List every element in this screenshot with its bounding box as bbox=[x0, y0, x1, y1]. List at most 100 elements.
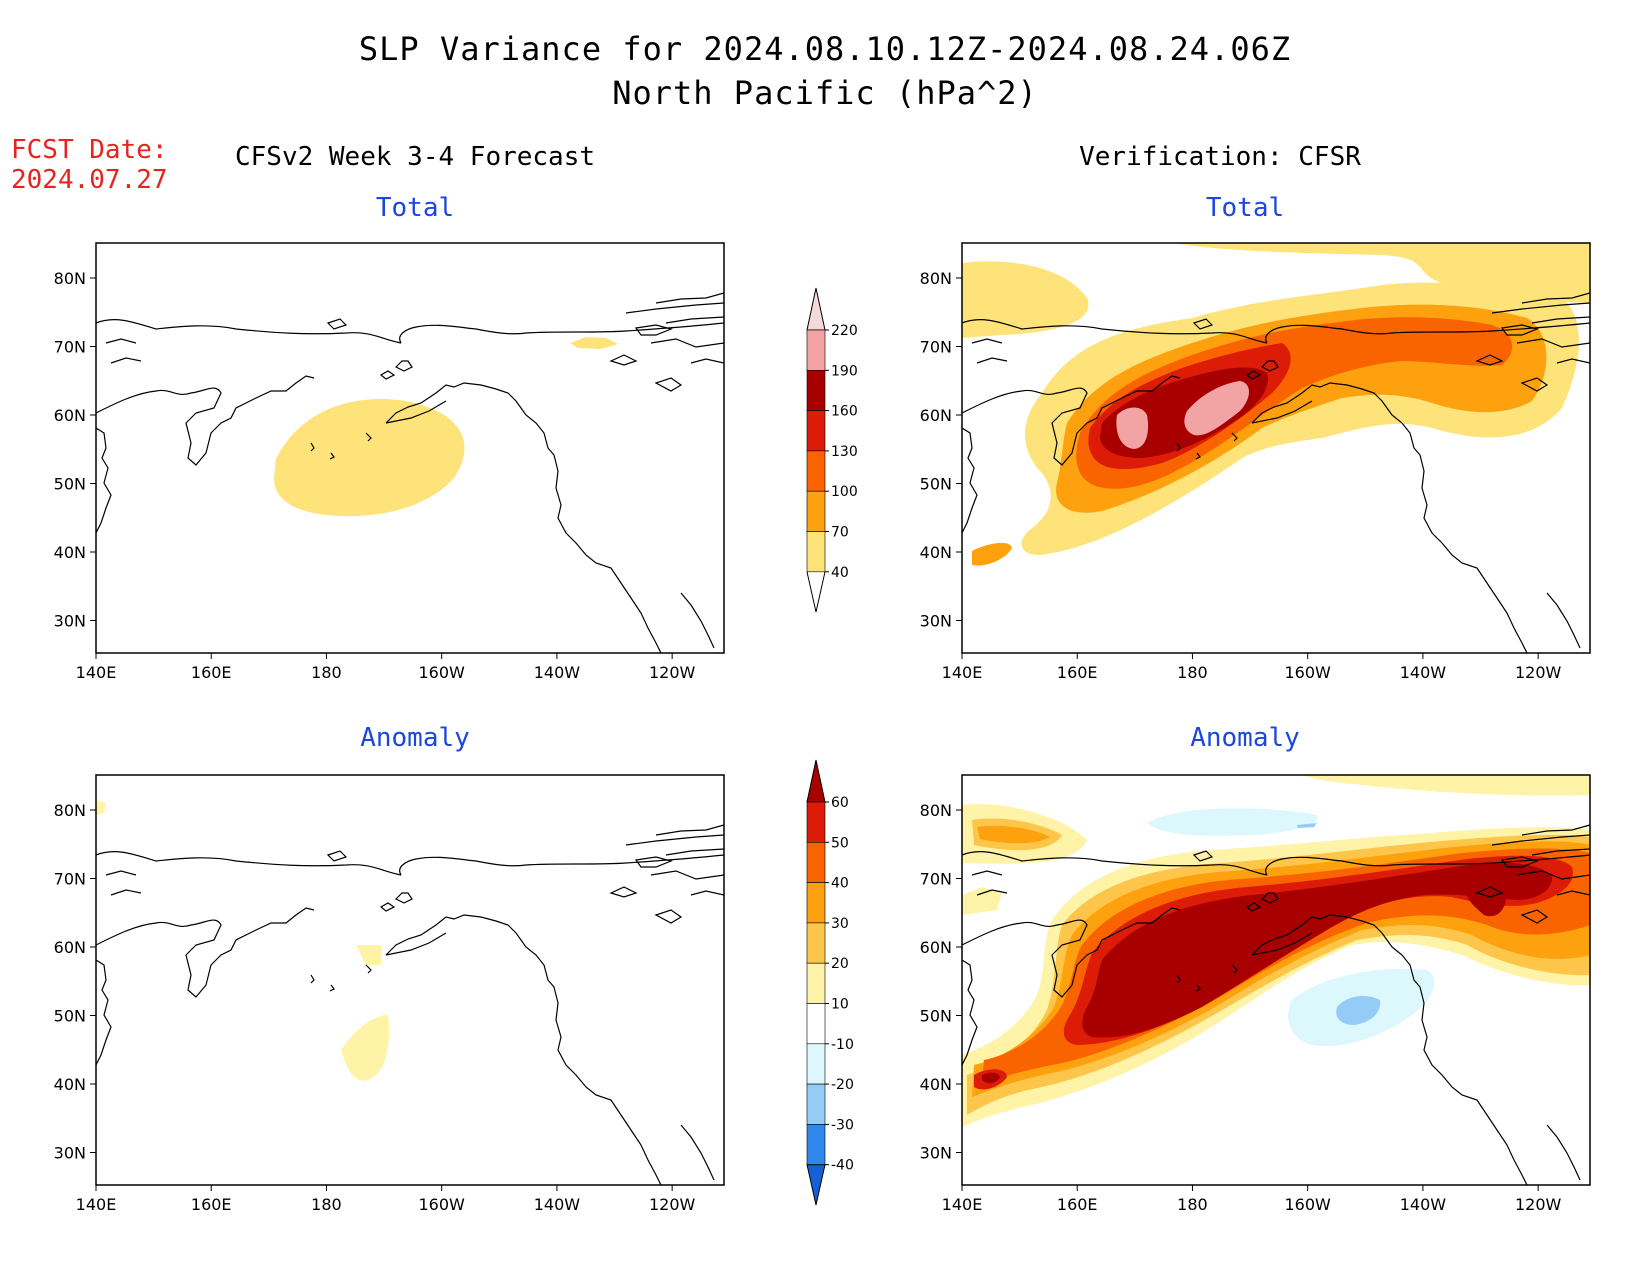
lat-tick-label: 70N bbox=[920, 870, 952, 889]
coastline-segment bbox=[625, 302, 724, 314]
lon-tick-label: 140E bbox=[76, 1195, 117, 1214]
lon-tick-label: 160E bbox=[1057, 663, 1098, 682]
coastline-segment bbox=[326, 318, 348, 330]
coastline-segment bbox=[962, 375, 1181, 466]
coastline-segment bbox=[971, 338, 1003, 344]
colorbar-label: -30 bbox=[831, 1117, 854, 1133]
coastline-segment bbox=[1491, 302, 1590, 314]
map-frame bbox=[961, 242, 1591, 654]
lat-tick-label: 50N bbox=[920, 1007, 952, 1026]
lon-tick-label: 120W bbox=[649, 663, 696, 682]
lat-tick-label: 50N bbox=[54, 1007, 86, 1026]
coastline-segment bbox=[680, 1124, 715, 1181]
shading-light-blue bbox=[1147, 808, 1318, 836]
coastline-segment bbox=[1192, 318, 1214, 330]
coastline-segment bbox=[110, 889, 142, 896]
coastline-segment bbox=[609, 354, 638, 366]
coastline-segment bbox=[1475, 886, 1504, 898]
coastline-segment bbox=[1176, 974, 1181, 984]
colorbar-label: 50 bbox=[831, 835, 849, 851]
coastline-segment bbox=[1260, 360, 1279, 372]
coastline-segment bbox=[394, 360, 413, 372]
lon-tick-label: 140W bbox=[534, 1195, 581, 1214]
lat-tick-label: 80N bbox=[920, 269, 952, 288]
coastline-segment bbox=[609, 886, 638, 898]
coastline-segment bbox=[365, 964, 372, 974]
colorbar-label: 30 bbox=[831, 916, 849, 932]
lon-tick-label: 140E bbox=[76, 663, 117, 682]
coastline-segment bbox=[625, 834, 724, 846]
lon-tick-label: 140E bbox=[942, 663, 983, 682]
figure-title: SLP Variance for 2024.08.10.12Z-2024.08.… bbox=[358, 30, 1292, 68]
coastline-segment bbox=[326, 850, 348, 862]
coastline-segment bbox=[1531, 316, 1590, 324]
coastline-segment bbox=[690, 358, 724, 364]
colorbar-segment bbox=[806, 962, 826, 1004]
coastline-segment bbox=[1251, 400, 1313, 424]
colorbar-anomaly: 60 50 40 30 20 10 -10 -20 -30 -40 bbox=[806, 759, 854, 1206]
coastline-segment bbox=[962, 851, 1268, 876]
coastline-segment bbox=[1245, 902, 1262, 912]
coastline-segment bbox=[1516, 870, 1590, 880]
coastline-segment bbox=[329, 452, 335, 460]
shading-pale-yellow bbox=[962, 887, 1002, 915]
coastline-segment bbox=[1265, 322, 1590, 344]
lat-tick-label: 80N bbox=[54, 269, 86, 288]
colorbar-segment bbox=[806, 801, 826, 843]
coastline-segment bbox=[96, 427, 112, 534]
colorbar-label: 70 bbox=[831, 525, 849, 541]
coastline-segment bbox=[379, 902, 396, 912]
coastline-segment bbox=[385, 932, 447, 956]
coastline-segment bbox=[665, 316, 724, 324]
map-panel-forecast-total: 140E 160E 180 160W 140W 120W 80N 70N 60N 50N 40N 30… bbox=[54, 242, 725, 682]
coastline-segment bbox=[1251, 914, 1528, 1185]
lon-tick-label: 140E bbox=[942, 1195, 983, 1214]
axis-ticks: 140E 160E 180 160W 140W 120W 80N 70N 60N 50N 40N 30… bbox=[54, 269, 696, 682]
coastline-segment bbox=[105, 870, 137, 876]
colorbar-label: 160 bbox=[831, 404, 858, 420]
coastline-segment bbox=[650, 338, 724, 348]
map-panel-verification-total: 140E 160E 180 160W 140W 120W 80N 70N 60N 50N 40N 30… bbox=[920, 242, 1591, 682]
coastline-segment bbox=[976, 357, 1008, 364]
lon-tick-label: 160E bbox=[1057, 1195, 1098, 1214]
colorbar-label: 130 bbox=[831, 444, 858, 460]
coastline-segment bbox=[971, 870, 1003, 876]
coastline-segment bbox=[962, 907, 1181, 998]
colorbar-label: 20 bbox=[831, 956, 849, 972]
colorbar-segment bbox=[806, 922, 826, 964]
coastline-segment bbox=[1520, 377, 1549, 392]
lat-tick-label: 80N bbox=[54, 801, 86, 820]
coastline-segment bbox=[110, 357, 142, 364]
coastline-segment bbox=[680, 592, 715, 649]
colorbar-label: 60 bbox=[831, 795, 849, 811]
map-panel-forecast-anomaly: 140E 160E 180 160W 140W 120W 80N 70N 60N 50N 40N 30… bbox=[54, 774, 725, 1214]
coastline-segment bbox=[976, 889, 1008, 896]
colorbar-segment bbox=[806, 490, 826, 532]
coastline-segment bbox=[1531, 848, 1590, 856]
coastline-segment bbox=[96, 959, 112, 1066]
lat-tick-label: 70N bbox=[54, 338, 86, 357]
axis-ticks: 140E 160E 180 160W 140W 120W 80N 70N 60N 50N 40N 30… bbox=[54, 801, 696, 1214]
colorbar-segment bbox=[806, 329, 826, 371]
shading-yellow bbox=[962, 261, 1089, 338]
coastline-segment bbox=[310, 442, 315, 452]
shading-dark-red bbox=[1082, 862, 1553, 1038]
colorbar-segment bbox=[806, 450, 826, 492]
coastline-segment bbox=[1195, 984, 1201, 992]
colorbar-segment bbox=[806, 841, 826, 883]
coastline bbox=[962, 824, 1590, 1185]
lon-tick-label: 180 bbox=[311, 1195, 342, 1214]
colorbar-segment bbox=[806, 1083, 826, 1125]
coastline-segment bbox=[962, 319, 1268, 344]
coastline-segment bbox=[385, 382, 662, 653]
lat-tick-label: 40N bbox=[920, 1075, 952, 1094]
coastline-segment bbox=[1516, 338, 1590, 348]
coastline-segment bbox=[1265, 854, 1590, 876]
coastline-segment bbox=[1231, 432, 1238, 442]
coastline-segment bbox=[690, 890, 724, 896]
colorbar-label: -40 bbox=[831, 1158, 854, 1174]
coastline-segment bbox=[105, 338, 137, 344]
coastline-segment bbox=[1475, 354, 1504, 366]
colorbar-cap bbox=[806, 1164, 826, 1206]
coastline-segment bbox=[1546, 1124, 1581, 1181]
